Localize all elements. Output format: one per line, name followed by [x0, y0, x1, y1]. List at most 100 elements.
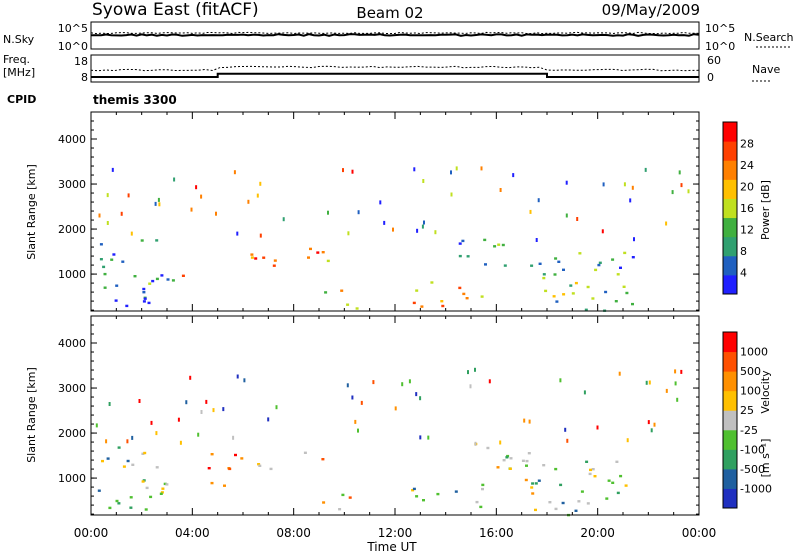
echo-cell	[512, 173, 515, 178]
echo-cell	[240, 457, 244, 460]
x-axis-tick-labels: 00:00 04:00 08:00 12:00 16:00 20:00 00:00	[74, 526, 717, 540]
colorbar-segment	[723, 160, 737, 180]
echo-cell	[665, 221, 668, 226]
echo-cell	[412, 487, 416, 491]
echo-cell	[233, 170, 236, 175]
freq-left-tick-bottom: 8	[81, 71, 88, 84]
colorbar-segment	[723, 122, 737, 142]
echo-cell	[228, 467, 232, 471]
echo-cell	[130, 231, 133, 236]
echo-cell	[392, 227, 394, 232]
echo-cell	[458, 254, 462, 258]
echo-cell	[316, 251, 320, 254]
echo-cell	[596, 425, 599, 430]
echo-cell	[481, 483, 485, 487]
echo-cell	[552, 295, 556, 298]
echo-cell	[614, 300, 618, 303]
echo-cell	[111, 167, 114, 172]
echo-cell	[544, 289, 548, 293]
echo-cell	[537, 479, 541, 482]
echo-cell	[189, 375, 192, 380]
echo-cell	[195, 185, 198, 190]
echo-cell	[421, 224, 424, 229]
colorbar-tick-label: 25	[740, 404, 754, 417]
echo-cell	[133, 275, 137, 278]
echo-cell	[542, 276, 546, 280]
echo-cell	[142, 300, 146, 303]
echo-cell	[430, 281, 434, 284]
echo-cell	[542, 273, 546, 276]
echo-cell	[586, 502, 590, 505]
nave-line	[90, 65, 700, 72]
echo-cell	[117, 502, 121, 505]
echo-cell	[210, 481, 214, 485]
echo-cell	[499, 440, 502, 445]
echo-cell	[569, 284, 573, 287]
x-tick-label: 08:00	[276, 526, 311, 540]
echo-cell	[561, 501, 565, 505]
echo-cell	[394, 406, 397, 411]
echo-cell	[427, 435, 430, 440]
x-axis-label: Time UT	[366, 540, 417, 554]
power-colorbar-label: Power [dB]	[759, 180, 772, 240]
echo-cell	[141, 452, 145, 455]
echo-cell	[145, 486, 149, 490]
echo-cell	[535, 238, 538, 242]
y-tick-label: 1000	[58, 472, 86, 485]
frequency-panel: Freq. [MHz] 18 8 60 0 Nave	[3, 53, 780, 84]
echo-cell	[481, 487, 484, 491]
echo-cell	[542, 464, 546, 467]
echo-cell	[360, 400, 363, 405]
echo-cell	[527, 452, 531, 455]
echo-cell	[165, 483, 169, 486]
echo-cell	[126, 459, 130, 463]
echo-cell	[598, 261, 602, 264]
colorbar-tick-label: 100	[740, 385, 761, 398]
echo-cell	[450, 192, 453, 197]
colorbar-frame	[722, 331, 738, 509]
echo-cell	[341, 493, 345, 497]
echo-cell	[553, 273, 557, 276]
echo-cell	[480, 166, 483, 171]
echo-cell	[465, 297, 469, 300]
echo-cell	[120, 211, 123, 216]
echo-cell	[105, 439, 108, 444]
echo-cell	[112, 253, 116, 256]
echo-cell	[537, 198, 540, 203]
echo-cell	[488, 379, 491, 384]
echo-cell	[484, 263, 487, 266]
echo-cell	[207, 467, 211, 470]
echo-cell	[138, 399, 141, 403]
echo-cell	[408, 379, 411, 384]
echo-cell	[161, 487, 165, 490]
echo-cell	[147, 301, 151, 305]
echo-cell	[493, 245, 497, 248]
echo-cell	[346, 383, 349, 388]
echo-cell	[441, 304, 445, 308]
colorbar-segment	[723, 255, 737, 276]
echo-cell	[106, 221, 109, 225]
echo-cell	[357, 428, 359, 433]
echo-cell	[597, 263, 601, 267]
title-left: Syowa East (fitACF)	[92, 0, 259, 20]
echo-cell	[247, 199, 250, 204]
echo-cell	[155, 431, 158, 436]
echo-cell	[671, 190, 674, 195]
colorbar-segment	[723, 332, 737, 353]
colorbar-segment	[723, 390, 737, 411]
echo-cell	[423, 220, 425, 225]
echo-cell	[158, 202, 161, 207]
echo-cell	[480, 295, 484, 298]
echo-cell	[95, 423, 98, 428]
echo-cell	[254, 257, 258, 260]
echo-cell	[348, 496, 352, 499]
echo-cell	[458, 242, 462, 245]
y-tick-label: 1000	[58, 268, 86, 281]
echo-cell	[197, 432, 200, 437]
x-tick-label: 00:00	[682, 526, 717, 540]
echo-cell	[554, 467, 558, 471]
echo-cell	[372, 380, 375, 385]
echo-cell	[275, 405, 278, 410]
echo-cell	[160, 491, 164, 494]
